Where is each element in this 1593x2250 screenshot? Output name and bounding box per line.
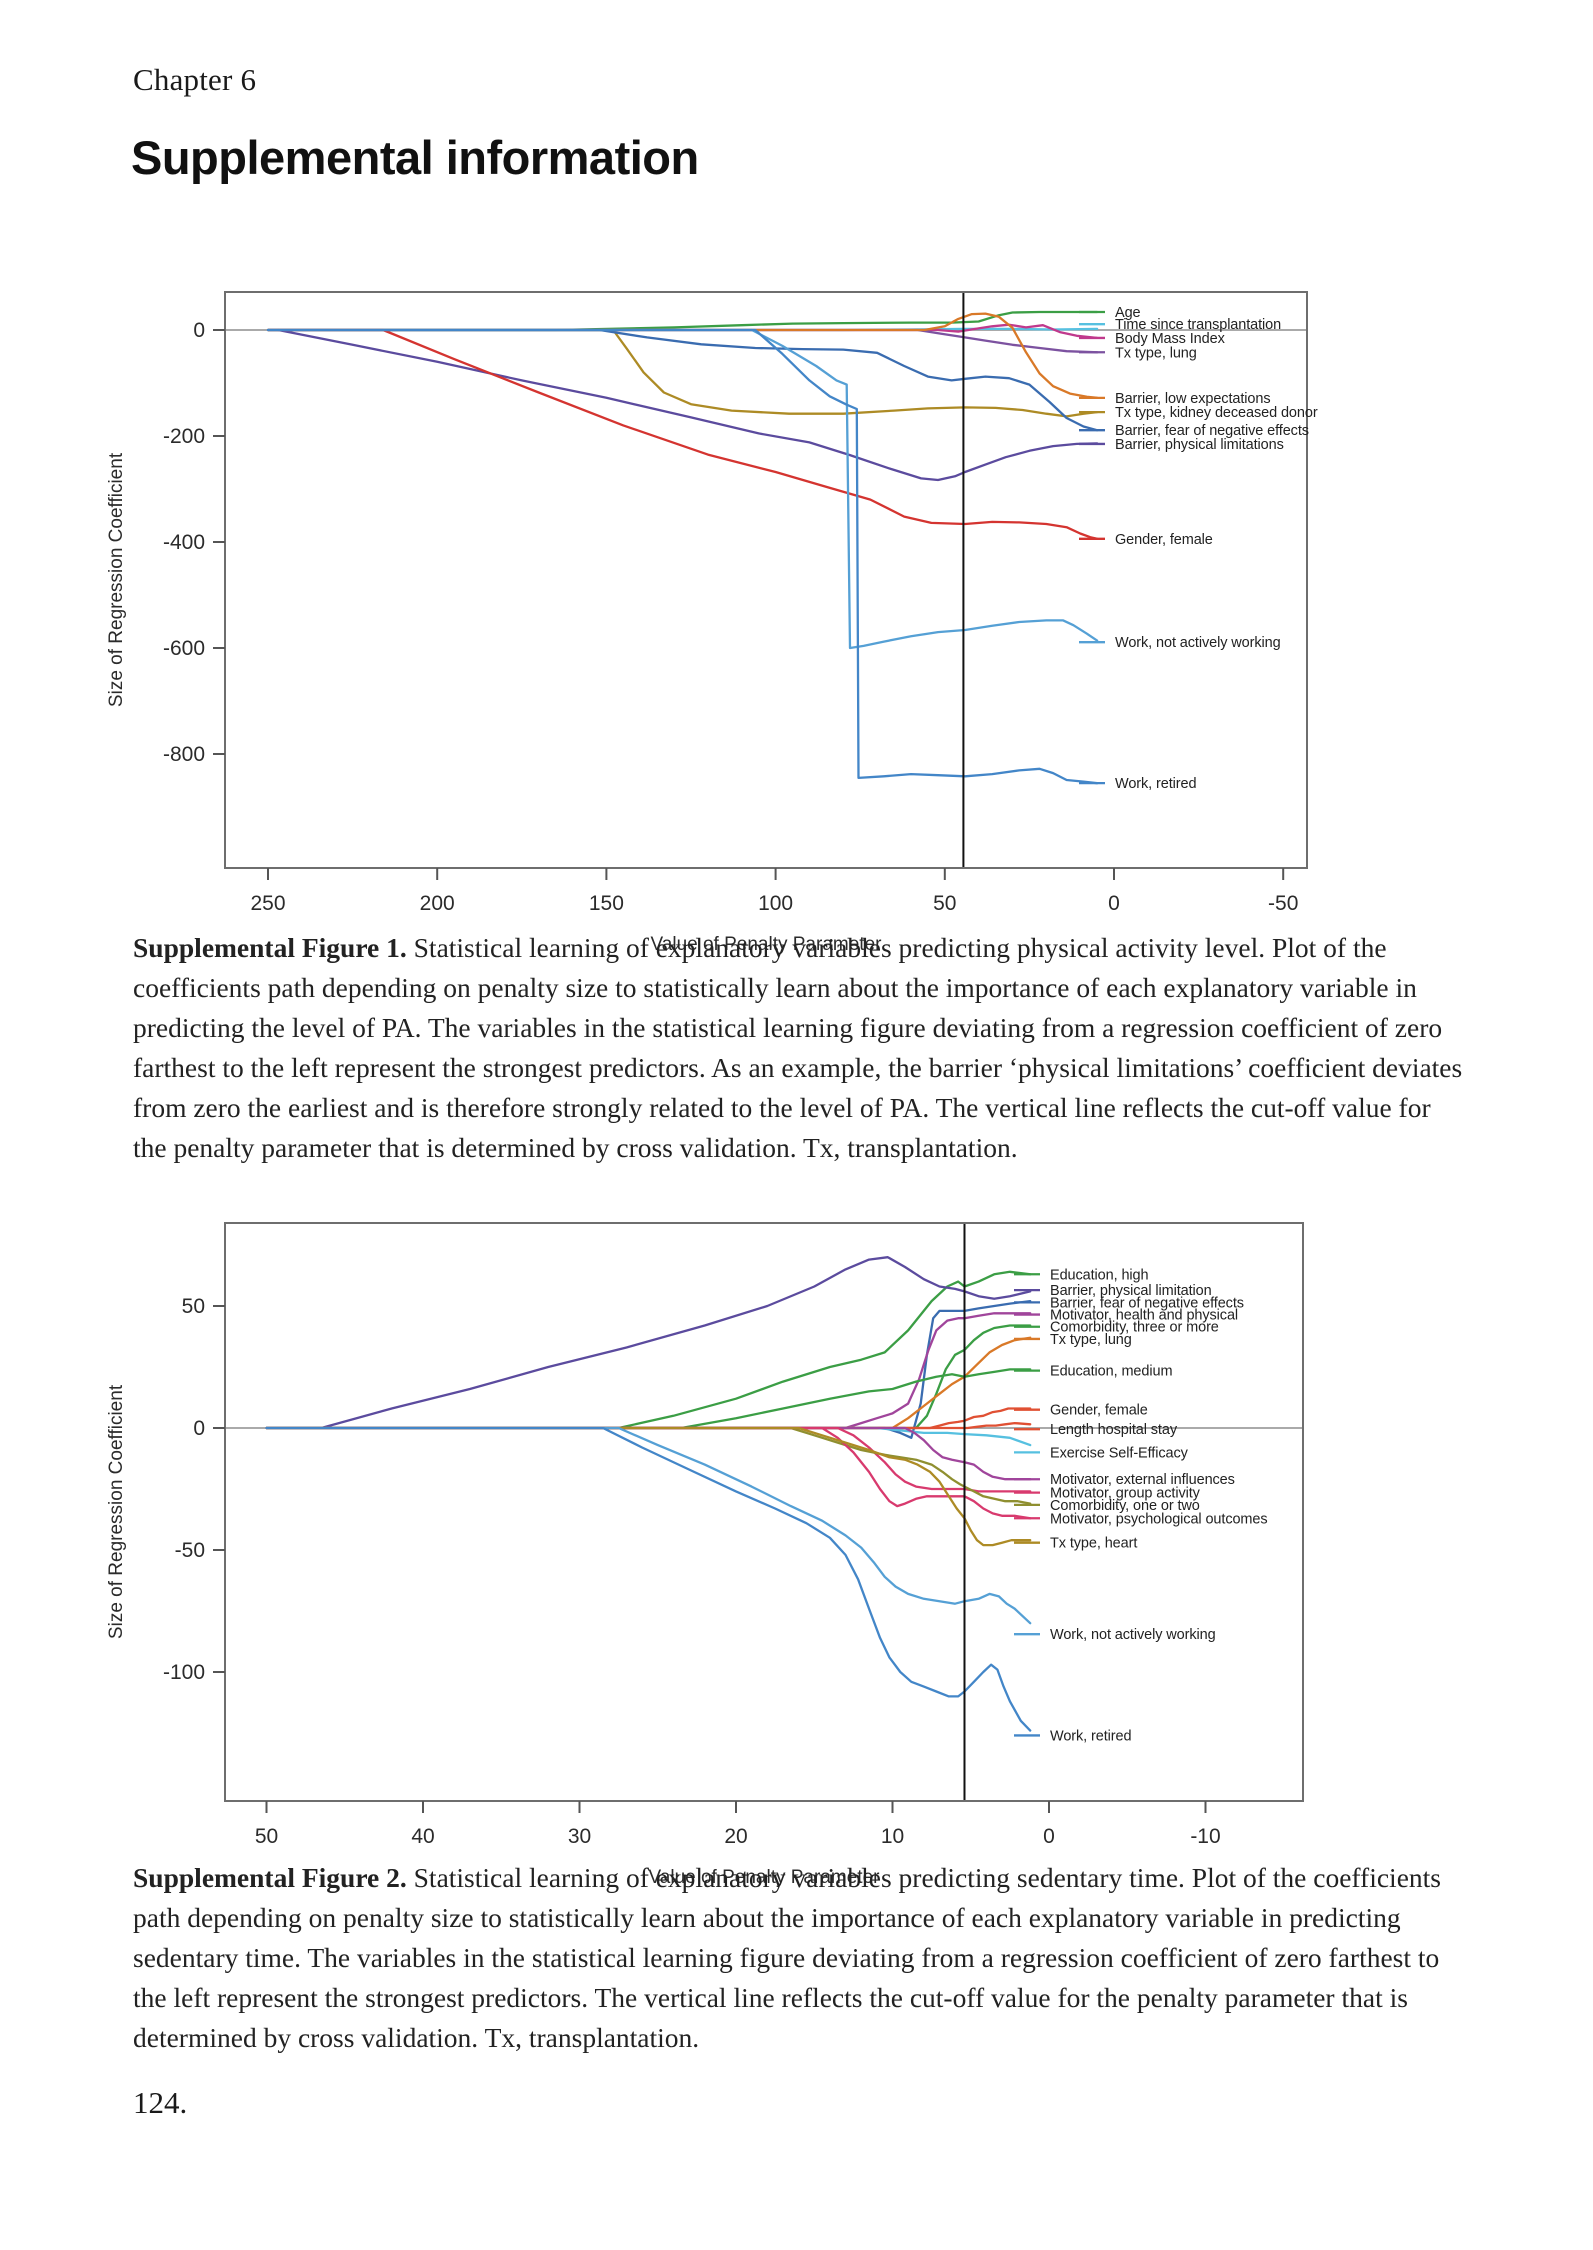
x-tick-label: -50 bbox=[1268, 892, 1298, 915]
figure2-caption: Supplemental Figure 2. Statistical learn… bbox=[133, 1858, 1465, 2058]
series-line-tx-type-heart bbox=[265, 1426, 1032, 1547]
y-tick-label: -200 bbox=[163, 425, 205, 448]
series-label-barrier-low-expectations: Barrier, low expectations bbox=[1115, 391, 1270, 407]
figure2-caption-text: Statistical learning of explanatory vari… bbox=[133, 1862, 1441, 2053]
figure1-caption-label: Supplemental Figure 1. bbox=[133, 932, 407, 963]
series-line-barrier-low-expectations bbox=[266, 312, 1099, 399]
x-tick-label: 0 bbox=[1108, 892, 1120, 915]
series-line-tx-type-kidney-deceased-donor bbox=[266, 328, 1099, 418]
series-label-education-medium: Education, medium bbox=[1050, 1364, 1172, 1380]
series-line-barrier-fear-of-negative-effects bbox=[265, 1299, 1032, 1439]
x-tick-label: 250 bbox=[250, 892, 285, 915]
series-label-comorbidity-one-or-two: Comorbidity, one or two bbox=[1050, 1498, 1200, 1514]
plot-border bbox=[224, 1222, 1304, 1802]
figure-1-chart: 250 200 150 100 50 0 -50 0 -200 -400 -600 -800 Value… bbox=[106, 291, 1318, 955]
series-label-tx-type-lung: Tx type, lung bbox=[1050, 1332, 1132, 1348]
x-tick-label: 20 bbox=[724, 1825, 747, 1848]
series-label-body-mass-index: Body Mass Index bbox=[1115, 331, 1226, 347]
series-label-tx-type-lung: Tx type, lung bbox=[1115, 345, 1197, 361]
y-tick-label: 0 bbox=[193, 319, 205, 342]
x-tick-label: 150 bbox=[589, 892, 624, 915]
series-label-gender-female: Gender, female bbox=[1050, 1403, 1148, 1419]
x-tick-label: 200 bbox=[420, 892, 455, 915]
series-label-work-retired: Work, retired bbox=[1050, 1728, 1131, 1744]
y-tick-label: -800 bbox=[163, 743, 205, 766]
y-tick-label: -400 bbox=[163, 531, 205, 554]
plot-border bbox=[224, 291, 1308, 869]
series-line-length-hospital-stay bbox=[265, 1421, 1032, 1430]
series-line-barrier-physical-limitations bbox=[277, 328, 1099, 482]
x-tick-label: 50 bbox=[933, 892, 956, 915]
series-label-work-retired: Work, retired bbox=[1115, 776, 1196, 792]
x-tick-label: 40 bbox=[411, 1825, 434, 1848]
figure-2-chart: 50 40 30 20 10 0 -10 50 0 -50 -100 Value of Penalty… bbox=[106, 1222, 1304, 1888]
figure1-caption: Supplemental Figure 1. Statistical learn… bbox=[133, 928, 1465, 1168]
x-tick-label: -10 bbox=[1190, 1825, 1220, 1848]
x-axis-title: Value of Penalty Parameter bbox=[649, 1867, 881, 1888]
series-label-work-not-actively-working: Work, not actively working bbox=[1115, 635, 1281, 651]
series-label-age: Age bbox=[1115, 305, 1141, 321]
figure1-caption-text: Statistical learning of explanatory vari… bbox=[133, 932, 1463, 1163]
page-number: 124. bbox=[133, 2085, 188, 2120]
series-line-barrier-fear-of-negative-effects bbox=[266, 328, 1099, 432]
page-title: Supplemental information bbox=[131, 131, 699, 184]
y-tick-label: 50 bbox=[182, 1295, 205, 1318]
y-tick-label: 0 bbox=[193, 1417, 205, 1440]
series-label-tx-type-kidney-deceased-donor: Tx type, kidney deceased donor bbox=[1115, 405, 1318, 421]
series-line-work-retired bbox=[265, 1426, 1032, 1732]
series-label-work-not-actively-working: Work, not actively working bbox=[1050, 1627, 1216, 1643]
series-label-motivator-external-influences: Motivator, external influences bbox=[1050, 1472, 1235, 1488]
series-label-length-hospital-stay: Length hospital stay bbox=[1050, 1422, 1178, 1438]
y-tick-label: -50 bbox=[175, 1539, 205, 1562]
chapter-heading: Chapter 6 bbox=[133, 62, 257, 97]
series-line-barrier-physical-limitation bbox=[265, 1256, 1032, 1430]
series-label-tx-type-heart: Tx type, heart bbox=[1050, 1536, 1137, 1552]
x-tick-label: 100 bbox=[758, 892, 793, 915]
x-tick-label: 0 bbox=[1043, 1825, 1055, 1848]
series-label-barrier-fear-of-negative-effects: Barrier, fear of negative effects bbox=[1050, 1295, 1244, 1311]
series-label-barrier-physical-limitation: Barrier, physical limitation bbox=[1050, 1283, 1212, 1299]
x-tick-label: 50 bbox=[255, 1825, 278, 1848]
series-line-motivator-health-and-physical bbox=[265, 1312, 1032, 1430]
series-label-education-high: Education, high bbox=[1050, 1267, 1148, 1283]
series-line-gender-female bbox=[265, 1407, 1032, 1430]
x-tick-label: 10 bbox=[881, 1825, 904, 1848]
series-label-motivator-psychological-outcomes: Motivator, psychological outcomes bbox=[1050, 1511, 1268, 1527]
series-line-exercise-self-efficacy bbox=[265, 1426, 1032, 1447]
series-label-barrier-physical-limitations: Barrier, physical limitations bbox=[1115, 437, 1284, 453]
series-label-exercise-self-efficacy: Exercise Self-Efficacy bbox=[1050, 1445, 1189, 1461]
series-line-work-retired bbox=[266, 328, 1099, 785]
series-label-time-since-transplantation: Time since transplantation bbox=[1115, 317, 1281, 333]
series-label-motivator-health-and-physical: Motivator, health and physical bbox=[1050, 1308, 1238, 1324]
series-line-motivator-psychological-outcomes bbox=[265, 1426, 1032, 1520]
series-line-tx-type-lung bbox=[265, 1336, 1032, 1430]
figure2-caption-label: Supplemental Figure 2. bbox=[133, 1862, 407, 1893]
series-line-age bbox=[266, 310, 1099, 332]
y-tick-label: -600 bbox=[163, 637, 205, 660]
y-tick-label: -100 bbox=[163, 1661, 205, 1684]
series-line-comorbidity-three-or-more bbox=[265, 1324, 1032, 1430]
series-label-motivator-group-activity: Motivator, group activity bbox=[1050, 1486, 1201, 1502]
x-tick-label: 30 bbox=[568, 1825, 591, 1848]
series-line-work-not-actively-working bbox=[265, 1426, 1032, 1625]
x-axis-title: Value of Penalty Parameter bbox=[651, 934, 883, 955]
series-line-tx-type-lung bbox=[266, 328, 1099, 354]
series-label-barrier-fear-of-negative-effects: Barrier, fear of negative effects bbox=[1115, 423, 1309, 439]
y-axis-title: Size of Regression Coefficient bbox=[106, 452, 127, 707]
series-line-education-medium bbox=[265, 1368, 1032, 1430]
series-label-gender-female: Gender, female bbox=[1115, 532, 1213, 548]
y-axis-title: Size of Regression Coefficient bbox=[106, 1384, 127, 1639]
series-line-education-high bbox=[265, 1270, 1032, 1430]
series-line-gender-female bbox=[266, 328, 1099, 540]
series-line-motivator-group-activity bbox=[265, 1426, 1032, 1493]
series-line-work-not-actively-working bbox=[266, 328, 1099, 650]
series-label-comorbidity-three-or-more: Comorbidity, three or more bbox=[1050, 1320, 1219, 1336]
series-line-comorbidity-one-or-two bbox=[265, 1426, 1032, 1505]
series-line-motivator-external-influences bbox=[265, 1426, 1032, 1481]
